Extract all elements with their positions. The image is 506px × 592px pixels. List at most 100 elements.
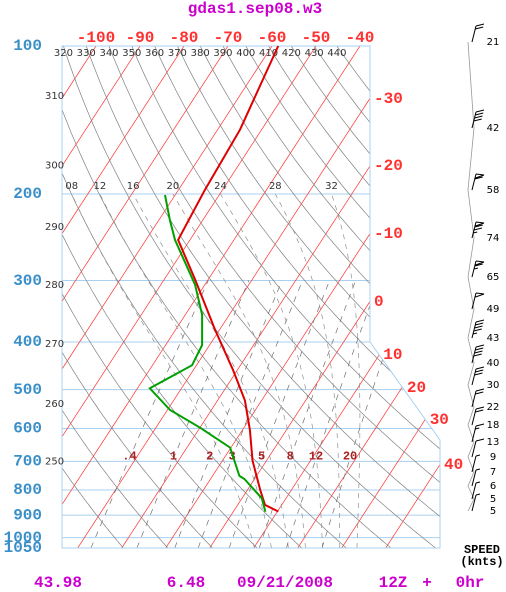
chart-title: gdas1.sep08.w3 [188,0,322,18]
wind-speed: 30 [487,380,500,391]
pressure-label: 1050 [4,539,42,557]
wind-speed: 6 [490,481,496,492]
wind-speed: 22 [487,402,500,413]
pressure-label: 700 [13,453,42,471]
dry-adiabat-label: 440 [327,48,346,59]
wind-speed: 9 [490,452,496,463]
isotherm [62,46,191,548]
footer-item: 12Z [379,574,408,592]
isotherm [70,46,411,548]
mixing-ratio-line [321,280,411,548]
dry-adiabat [154,46,440,548]
dry-adiabat [177,46,440,548]
dry-adiabat-label: 300 [45,160,64,171]
footer-item: 09/21/2008 [237,574,333,592]
wind-speed-unit: (knts) [460,555,503,569]
footer-item: 6.48 [167,574,205,592]
moist-adiabat-label: 28 [269,181,282,192]
moist-adiabat-label: 12 [94,181,107,192]
pressure-label: 800 [13,481,42,499]
isotherm [62,46,235,548]
wind-barb [471,493,481,512]
wind-speed: 43 [487,333,500,344]
wind-barb [471,23,485,43]
mixing-ratio-line [174,280,283,548]
isotherm [158,46,440,548]
dry-adiabat-label: 290 [45,222,64,233]
mixing-ratio-line [136,280,250,548]
isotherm-label: 20 [407,379,426,397]
moist-adiabat-label: 20 [167,181,180,192]
dry-adiabat-label: 360 [145,48,164,59]
isotherm [62,46,323,548]
wind-speed: 49 [487,304,500,315]
isotherm-label: -90 [126,29,155,47]
mixing-ratio-line [285,280,380,548]
wind-speed: 40 [487,358,500,369]
isotherm-label: -20 [374,157,403,175]
isotherm-label: -10 [374,225,403,243]
moist-adiabat [99,193,272,548]
pressure-label: 600 [13,420,42,438]
moist-adiabat-label: 24 [214,181,227,192]
mixing-ratio-label: 2 [206,450,213,464]
isotherm-label: -80 [170,29,199,47]
wind-barb [471,109,485,129]
mixing-ratio-label: .4 [122,450,136,464]
dry-adiabat-label: 260 [45,399,64,410]
wind-speed: 42 [487,123,500,134]
pressure-label: 400 [13,333,42,351]
dewpoint-profile [148,194,267,512]
wind-speed: 7 [490,467,496,478]
isotherm-label: -60 [258,29,287,47]
footer-item: 0hr [456,574,485,592]
isotherm [62,46,279,548]
moist-adiabat [172,193,306,548]
dry-adiabat [62,46,303,548]
moist-adiabat-label: 08 [65,181,78,192]
dry-adiabat-label: 310 [45,91,64,102]
dry-adiabat-label: 410 [259,48,278,59]
wind-speed: 18 [487,420,500,431]
dry-adiabat-label: 430 [305,48,324,59]
wind-barb [471,481,481,500]
wind-barb [471,319,485,339]
dry-adiabat [199,46,440,548]
wind-speed-label: SPEED [464,543,500,557]
mixing-ratio-label: 12 [309,450,323,464]
wind-speed: 21 [487,37,500,48]
wind-barb [471,344,485,364]
dry-adiabat-label: 340 [99,48,118,59]
wind-barb [471,438,485,458]
footer-item: + [422,574,432,592]
wind-trace [467,41,475,512]
wind-speed: 5 [490,506,496,517]
pressure-label: 200 [13,185,42,203]
wind-barb [471,406,485,426]
wind-barb [471,388,485,408]
wind-barb [471,366,485,386]
isotherm-label: 0 [374,293,384,311]
wind-speed: 58 [487,185,500,196]
mixing-ratio-label: 5 [258,450,265,464]
dry-adiabat-label: 320 [54,48,73,59]
dry-adiabat-label: 250 [45,456,64,467]
wind-barb [471,454,481,473]
dry-adiabat-label: 270 [45,339,64,350]
dry-adiabat-label: 380 [191,48,210,59]
isotherm [378,46,440,548]
mixing-ratio-label: 1 [170,450,177,464]
wind-speed: 74 [487,233,500,244]
wind-speed: 65 [487,272,500,283]
dry-adiabat [62,46,169,548]
wind-barb [471,423,485,443]
pressure-label: 100 [13,37,42,55]
footer-item: 43.98 [34,574,82,592]
dry-adiabat-label: 330 [77,48,96,59]
isotherm-label: 10 [383,346,402,364]
temperature-profile [176,45,280,513]
wind-barb [471,468,481,487]
